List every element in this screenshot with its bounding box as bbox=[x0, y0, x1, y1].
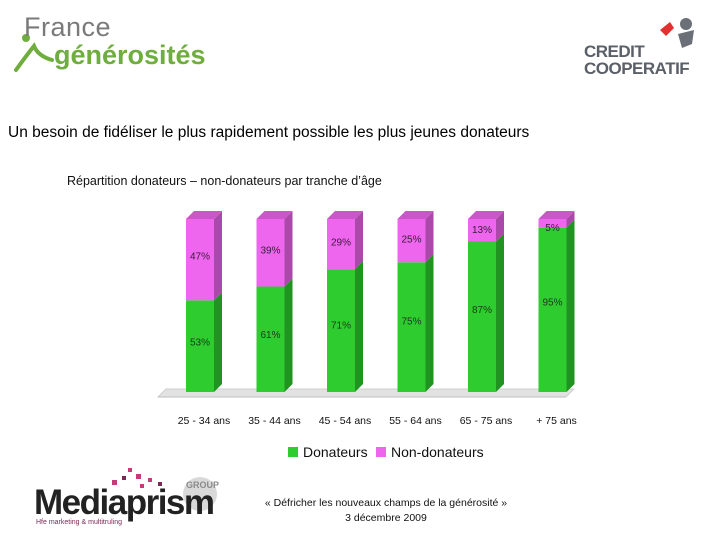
data-label-non-donateurs: 29% bbox=[331, 238, 351, 249]
bar-side-donateurs bbox=[496, 233, 504, 392]
bar-side-non-donateurs bbox=[496, 211, 504, 242]
data-label-non-donateurs: 13% bbox=[472, 225, 492, 236]
page-heading: Un besoin de fidéliser le plus rapidemen… bbox=[8, 124, 530, 141]
logo-text-mediaprism: Mediaprism bbox=[34, 483, 215, 522]
category-label: 55 - 64 ans bbox=[389, 415, 442, 427]
credit-cooperatif-logo: CREDIT COOPERATIF bbox=[582, 14, 708, 80]
logo-text-credit: CREDIT bbox=[584, 42, 645, 61]
bar-non-donateurs bbox=[327, 219, 355, 270]
bar-side-donateurs bbox=[566, 219, 575, 392]
bar-top-non-donateurs bbox=[397, 211, 434, 219]
bar-side-non-donateurs bbox=[355, 211, 363, 270]
bar-top-non-donateurs bbox=[186, 211, 222, 219]
data-label-donateurs: 95% bbox=[542, 298, 562, 309]
bar-side-donateurs bbox=[355, 261, 363, 392]
category-label: 65 - 75 ans bbox=[460, 415, 513, 427]
logo-text-cooperatif: COOPERATIF bbox=[584, 59, 690, 78]
bar-side-donateurs bbox=[425, 254, 434, 392]
legend-swatch-donateurs bbox=[288, 447, 298, 458]
legend-item-non-donateurs: Non-donateurs bbox=[376, 444, 484, 460]
legend-label-non-donateurs: Non-donateurs bbox=[391, 444, 484, 460]
stacked-bar-chart: 53% 47% 25 - 34 ans 61% 39% 35 - 44 ans 71% 29%… bbox=[156, 211, 577, 427]
bar-donateurs bbox=[327, 269, 355, 392]
bar-side-donateurs bbox=[214, 292, 222, 392]
data-label-non-donateurs: 25% bbox=[401, 234, 421, 245]
footer-date: 3 décembre 2009 bbox=[345, 512, 427, 524]
bar-side-non-donateurs bbox=[214, 211, 222, 301]
bar-donateurs bbox=[468, 241, 496, 392]
legend-swatch-non-donateurs bbox=[376, 447, 386, 458]
mediaprism-pixels-icon bbox=[112, 468, 162, 488]
bar-non-donateurs bbox=[256, 219, 285, 287]
data-label-donateurs: 71% bbox=[331, 320, 351, 331]
bar-side-non-donateurs bbox=[284, 211, 293, 287]
bar-donateurs bbox=[397, 262, 426, 392]
bar-non-donateurs bbox=[538, 219, 567, 228]
bar-non-donateurs bbox=[468, 219, 496, 242]
footer: « Défricher les nouveaux champs de la gé… bbox=[250, 496, 522, 526]
bar-donateurs bbox=[186, 300, 214, 392]
bar-side-donateurs bbox=[284, 278, 293, 392]
france-generosites-logo: France générosités bbox=[14, 10, 244, 80]
bar-top-non-donateurs bbox=[468, 211, 504, 219]
data-label-donateurs: 53% bbox=[190, 338, 210, 349]
bar-side-non-donateurs bbox=[566, 211, 575, 228]
cc-symbol-icon bbox=[660, 18, 694, 48]
legend-item-donateurs: Donateurs bbox=[288, 444, 368, 460]
bar-non-donateurs bbox=[397, 219, 426, 263]
chart-floor bbox=[156, 388, 576, 398]
logo-tagline: Hfe marketing & multitruling bbox=[36, 519, 122, 526]
bar-top-non-donateurs bbox=[327, 211, 363, 219]
logo-text-group: GROUP bbox=[186, 480, 220, 490]
legend-label-donateurs: Donateurs bbox=[303, 444, 368, 460]
bar-top-non-donateurs bbox=[256, 211, 293, 219]
logo-text-generosites: générosités bbox=[54, 40, 206, 70]
bar-top-non-donateurs bbox=[538, 211, 575, 219]
data-label-non-donateurs: 39% bbox=[260, 245, 280, 256]
logo-text-france: France bbox=[24, 12, 112, 42]
chart-title: Répartition donateurs – non-donateurs pa… bbox=[67, 174, 382, 188]
bar-donateurs bbox=[256, 286, 285, 392]
figure-icon bbox=[14, 34, 54, 72]
bar-side-non-donateurs bbox=[425, 211, 434, 263]
group-circle-icon bbox=[183, 477, 217, 511]
category-label: 25 - 34 ans bbox=[178, 415, 231, 427]
bar-non-donateurs bbox=[186, 219, 214, 301]
footer-title: « Défricher les nouveaux champs de la gé… bbox=[264, 497, 508, 509]
data-label-donateurs: 61% bbox=[260, 330, 280, 341]
data-label-donateurs: 75% bbox=[401, 317, 421, 328]
mediaprism-logo: GROUP Mediaprism Hfe marketing & multitr… bbox=[32, 466, 222, 530]
category-label: 35 - 44 ans bbox=[248, 415, 301, 427]
bar-donateurs bbox=[538, 227, 567, 392]
data-label-donateurs: 87% bbox=[472, 305, 492, 316]
data-label-non-donateurs: 47% bbox=[190, 252, 210, 263]
category-label: 45 - 54 ans bbox=[319, 415, 372, 427]
data-label-non-donateurs: 5% bbox=[545, 223, 560, 234]
category-label: + 75 ans bbox=[536, 415, 577, 427]
